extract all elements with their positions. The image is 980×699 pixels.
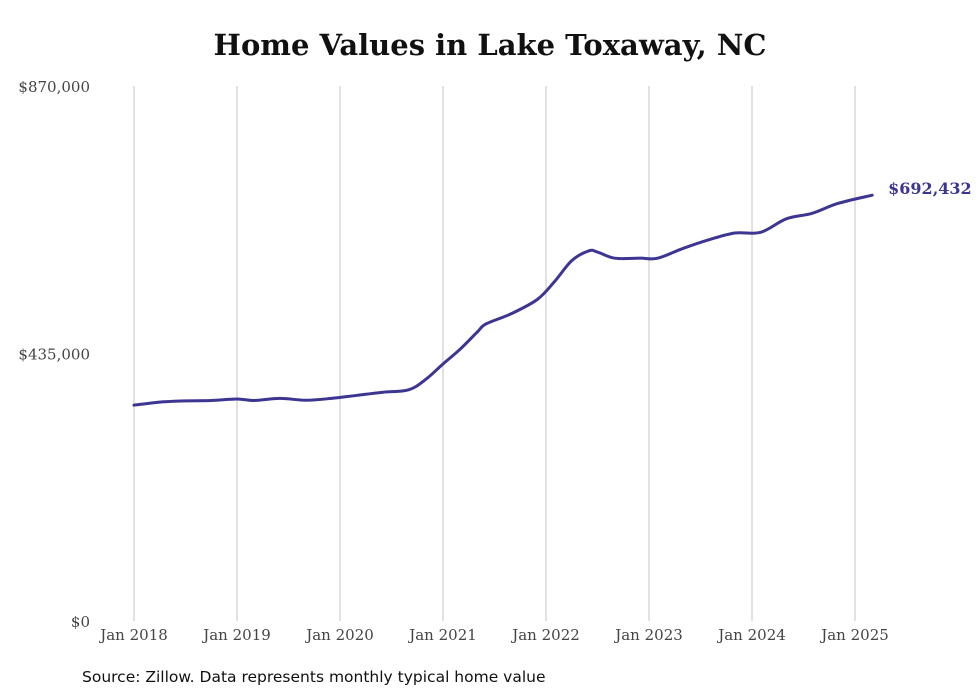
x-tick-label: Jan 2021 (407, 626, 477, 644)
source-note: Source: Zillow. Data represents monthly … (82, 668, 546, 686)
y-tick-label: $435,000 (18, 346, 90, 364)
series-line (132, 193, 874, 407)
x-tick-label: Jan 2025 (819, 626, 889, 644)
x-tick-label: Jan 2020 (304, 626, 374, 644)
end-value-label: $692,432 (888, 179, 972, 198)
x-axis-ticks: Jan 2018 Jan 2019 Jan 2020 Jan 2021 Jan 2022… (98, 626, 889, 644)
x-tick-label: Jan 2022 (510, 626, 580, 644)
chart-title: Home Values in Lake Toxaway, NC (213, 28, 767, 62)
x-tick-label: Jan 2023 (613, 626, 683, 644)
x-tick-label: Jan 2024 (716, 626, 786, 644)
y-tick-label: $0 (71, 613, 90, 631)
y-axis-ticks: $0 $435,000 $870,000 (18, 78, 90, 631)
grid-lines (133, 86, 856, 621)
y-tick-label: $870,000 (18, 78, 90, 96)
x-tick-label: Jan 2019 (201, 626, 271, 644)
x-tick-label: Jan 2018 (98, 626, 168, 644)
series-layer (132, 193, 874, 407)
